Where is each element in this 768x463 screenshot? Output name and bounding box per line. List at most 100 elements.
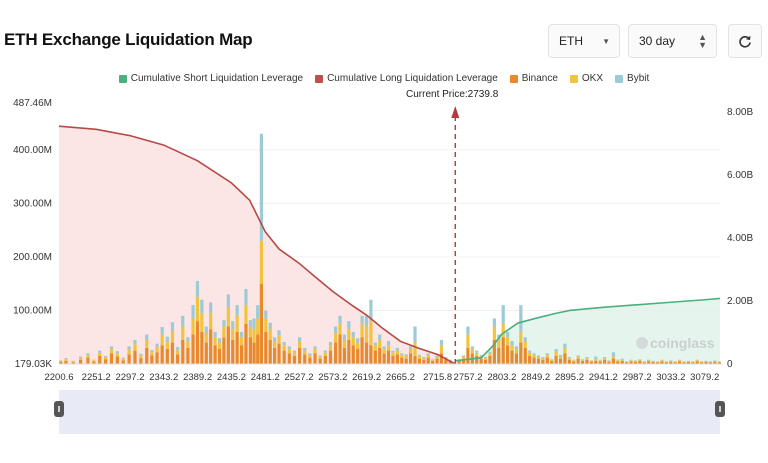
- bybit-bar: [470, 346, 474, 350]
- okx-bar: [558, 356, 563, 359]
- binance-bar: [550, 360, 554, 364]
- bybit-bar: [506, 331, 510, 338]
- bybit-bar: [558, 354, 563, 357]
- binance-bar: [287, 353, 291, 364]
- y-right-tick-label: 4.00B: [727, 233, 753, 244]
- bybit-bar: [176, 346, 180, 351]
- bybit-bar: [585, 357, 589, 359]
- binance-bar: [222, 337, 226, 364]
- okx-bar: [109, 349, 114, 354]
- legend-item[interactable]: Cumulative Short Liquidation Leverage: [118, 73, 303, 84]
- okx-bar: [576, 356, 580, 359]
- binance-bar: [536, 358, 541, 364]
- okx-bar: [629, 360, 633, 362]
- bybit-bar: [466, 326, 470, 335]
- okx-bar: [308, 354, 312, 358]
- okx-bar: [422, 358, 426, 360]
- bybit-bar: [611, 352, 616, 357]
- binance-bar: [629, 361, 633, 364]
- binance-bar: [181, 339, 185, 364]
- bybit-bar: [638, 359, 642, 360]
- binance-bar: [528, 355, 532, 364]
- okx-bar: [369, 321, 373, 346]
- okx-bar: [686, 361, 690, 362]
- okx-bar: [235, 315, 239, 332]
- okx-bar: [506, 337, 510, 346]
- coin-select[interactable]: ETH ▼: [548, 24, 620, 58]
- okx-bar: [252, 329, 256, 343]
- okx-bar: [139, 355, 143, 359]
- binance-bar: [589, 361, 593, 364]
- okx-bar: [461, 356, 466, 359]
- bybit-bar: [360, 315, 364, 324]
- legend-item[interactable]: Bybit: [615, 73, 649, 84]
- bybit-bar: [342, 334, 347, 340]
- bybit-bar: [195, 281, 200, 298]
- zoom-slider-right-handle[interactable]: [715, 401, 725, 417]
- okx-bar: [717, 361, 721, 363]
- zoom-slider-track[interactable]: [59, 390, 720, 434]
- bybit-bar: [308, 353, 312, 355]
- bybit-bar: [364, 315, 369, 327]
- x-tick-label: 2435.2: [217, 372, 246, 383]
- binance-bar: [273, 347, 277, 364]
- okx-bar: [259, 240, 264, 284]
- binance-bar: [318, 358, 322, 364]
- okx-bar: [483, 358, 488, 360]
- binance-bar: [308, 357, 312, 364]
- bybit-bar: [510, 340, 514, 346]
- okx-bar: [155, 346, 159, 353]
- zoom-slider-left-handle[interactable]: [54, 401, 64, 417]
- okx-bar: [342, 339, 347, 348]
- okx-bar: [71, 361, 75, 363]
- bybit-bar: [528, 350, 532, 353]
- okx-bar: [282, 345, 286, 351]
- legend-swatch: [509, 74, 518, 83]
- bybit-bar: [133, 339, 137, 345]
- okx-bar: [98, 352, 102, 356]
- binance-bar: [691, 362, 695, 364]
- x-tick-label: 2803.2: [487, 372, 516, 383]
- x-tick-label: 2200.6: [44, 372, 73, 383]
- bybit-bar: [282, 342, 286, 346]
- bybit-bar: [536, 355, 541, 357]
- refresh-button[interactable]: [728, 24, 762, 58]
- period-select[interactable]: 30 day ▲ ▼: [628, 24, 717, 58]
- okx-bar: [313, 349, 317, 354]
- bybit-bar: [386, 340, 391, 346]
- binance-bar: [660, 361, 664, 364]
- bybit-bar: [655, 361, 660, 362]
- okx-bar: [351, 337, 355, 346]
- binance-bar: [651, 361, 655, 364]
- binance-bar: [483, 359, 488, 364]
- okx-bar: [64, 359, 68, 361]
- okx-bar: [682, 361, 686, 363]
- bybit-bar: [669, 360, 673, 361]
- legend-item[interactable]: OKX: [569, 73, 603, 84]
- bybit-bar: [580, 359, 585, 360]
- x-tick-label: 2619.2: [352, 372, 381, 383]
- bybit-bar: [92, 359, 96, 361]
- legend-item[interactable]: Cumulative Long Liquidation Leverage: [315, 73, 498, 84]
- okx-bar: [103, 357, 108, 360]
- okx-bar: [625, 361, 629, 363]
- okx-bar: [620, 359, 624, 361]
- binance-bar: [404, 358, 408, 364]
- okx-bar: [133, 344, 137, 351]
- okx-bar: [222, 326, 226, 338]
- okx-bar: [426, 354, 430, 358]
- bybit-bar: [200, 299, 204, 314]
- legend-item[interactable]: Binance: [509, 73, 558, 84]
- okx-bar: [691, 361, 695, 363]
- bybit-bar: [252, 318, 256, 330]
- y-right-tick-label: 6.00B: [727, 170, 753, 181]
- bybit-bar: [673, 361, 677, 362]
- binance-bar: [145, 347, 149, 364]
- binance-bar: [408, 353, 413, 364]
- binance-bar: [103, 359, 108, 364]
- bybit-bar: [448, 359, 452, 361]
- bybit-bar: [181, 315, 185, 327]
- binance-bar: [558, 358, 563, 364]
- okx-bar: [585, 358, 589, 360]
- okx-bar: [334, 332, 338, 343]
